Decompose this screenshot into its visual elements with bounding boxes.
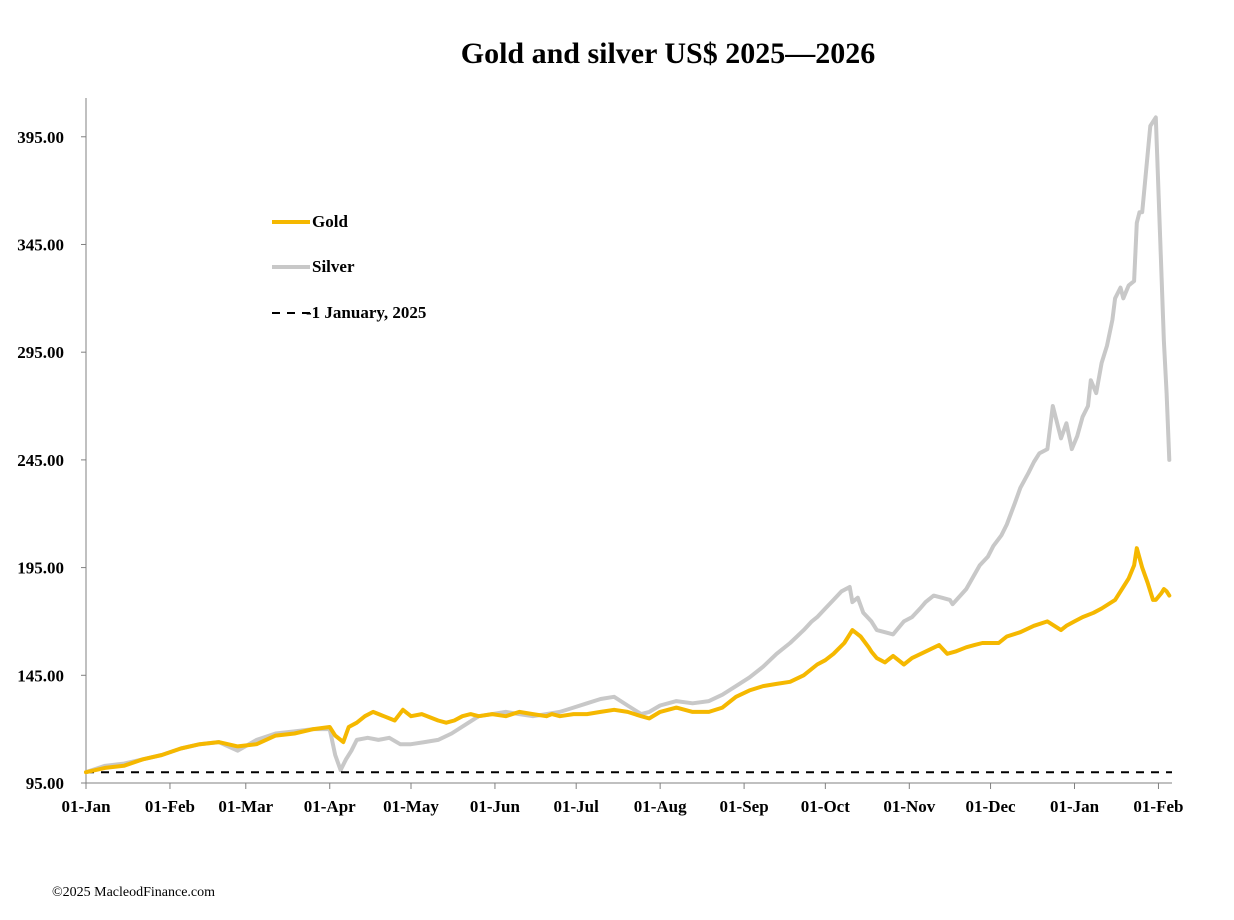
- x-tick-label: 01-Jan: [61, 797, 111, 816]
- x-tick-label: 01-Mar: [218, 797, 273, 816]
- x-tick-label: 01-Aug: [634, 797, 687, 816]
- chart-axes: 95.00 145.00 195.00 245.00 295.00 345.00 395.0…: [17, 98, 1183, 816]
- series-line-gold: [84, 546, 1172, 775]
- legend-label: Silver: [312, 257, 355, 276]
- x-tick-label: 01-May: [383, 797, 439, 816]
- x-tick-label: 01-Dec: [966, 797, 1016, 816]
- y-tick-label: 95.00: [26, 774, 64, 793]
- y-tick-label: 145.00: [17, 666, 64, 685]
- chart-series: [84, 115, 1172, 775]
- legend-label: Gold: [312, 212, 348, 231]
- copyright-footer: ©2025 MacleodFinance.com: [52, 885, 216, 900]
- x-tick-label: 01-Jun: [470, 797, 521, 816]
- legend-label: -1 January, 2025: [306, 303, 426, 322]
- x-tick-label: 01-Oct: [801, 797, 850, 816]
- y-tick-label: 245.00: [17, 451, 64, 470]
- x-tick-label: 01-Jan: [1050, 797, 1100, 816]
- x-tick-label: 01-Sep: [720, 797, 769, 816]
- chart-legend: Gold Silver -1 January, 2025: [272, 212, 426, 322]
- series-line-silver: [84, 115, 1172, 775]
- x-tick-label: 01-Jul: [554, 797, 600, 816]
- y-tick-label: 295.00: [17, 343, 64, 362]
- x-tick-label: 01-Nov: [883, 797, 935, 816]
- y-tick-label: 395.00: [17, 128, 64, 147]
- x-tick-label: 01-Feb: [1133, 797, 1183, 816]
- y-tick-label: 195.00: [17, 559, 64, 578]
- x-tick-label: 01-Apr: [304, 797, 356, 816]
- chart-title: Gold and silver US$ 2025—2026: [461, 37, 876, 70]
- y-tick-label: 345.00: [17, 235, 64, 254]
- x-tick-label: 01-Feb: [145, 797, 195, 816]
